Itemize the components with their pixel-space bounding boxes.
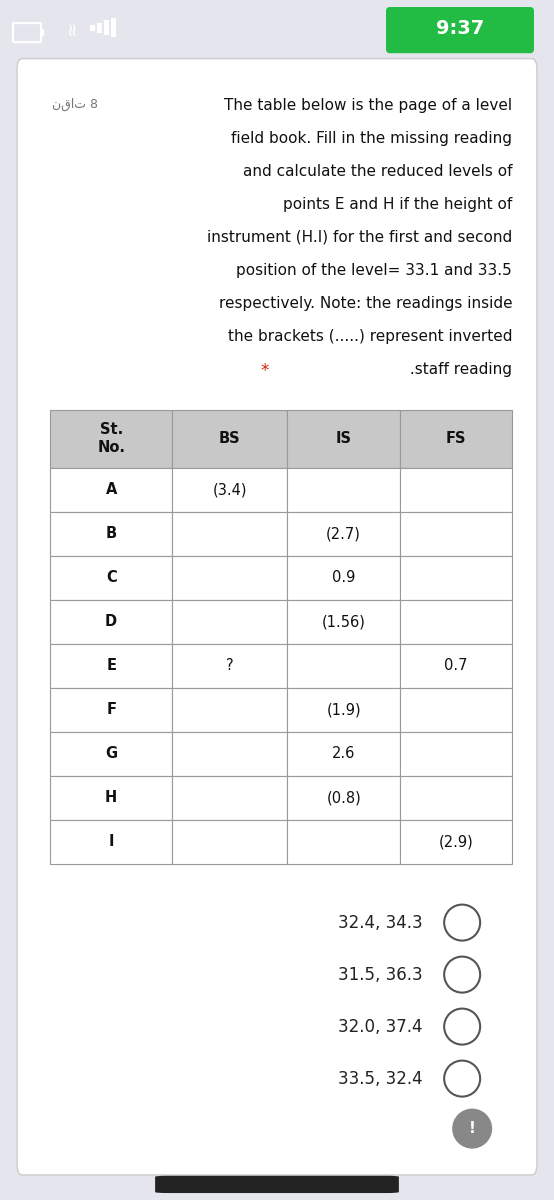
Ellipse shape [444,956,480,992]
Text: field book. Fill in the missing reading: field book. Fill in the missing reading [231,131,512,145]
Ellipse shape [444,905,480,941]
Ellipse shape [452,1109,492,1148]
Bar [172,511,287,556]
Text: 32.4, 34.3: 32.4, 34.3 [337,913,422,931]
Text: 32.0, 37.4: 32.0, 37.4 [337,1018,422,1036]
Text: (0.8): (0.8) [326,790,361,805]
Bar [90,25,95,31]
Text: G: G [105,746,117,761]
Bar [400,409,512,468]
Bar [287,556,400,600]
Text: .staff reading: .staff reading [405,361,512,377]
Bar [287,468,400,511]
Bar [287,409,400,468]
Text: (2.7): (2.7) [326,526,361,541]
Text: and calculate the reduced levels of: and calculate the reduced levels of [243,163,512,179]
Ellipse shape [444,1061,480,1097]
Bar [172,775,287,820]
Text: نقات 8: نقات 8 [52,97,98,110]
Bar [50,688,172,732]
Text: (3.4): (3.4) [212,482,247,497]
Bar [400,820,512,864]
Bar [50,511,172,556]
Bar [287,511,400,556]
FancyBboxPatch shape [17,59,537,1175]
Text: FS: FS [446,431,466,446]
Bar [400,556,512,600]
Bar [50,820,172,864]
Text: IS: IS [336,431,352,446]
Bar [172,468,287,511]
Bar [50,775,172,820]
Bar [111,18,116,37]
Text: 0.7: 0.7 [444,658,468,673]
Text: F: F [106,702,116,718]
Bar [287,820,400,864]
Bar [172,409,287,468]
Text: ?: ? [226,658,233,673]
Bar [400,688,512,732]
Bar [172,600,287,643]
Bar [287,732,400,775]
Text: !: ! [469,1121,475,1136]
Text: The table below is the page of a level: The table below is the page of a level [224,97,512,113]
Text: (1.9): (1.9) [326,702,361,718]
Text: BS: BS [219,431,240,446]
Text: ≈: ≈ [63,20,81,36]
Text: E: E [106,658,116,673]
Bar [287,775,400,820]
Bar [172,820,287,864]
FancyBboxPatch shape [386,7,534,53]
Bar [50,409,172,468]
Text: 31.5, 36.3: 31.5, 36.3 [337,966,422,984]
Bar [400,775,512,820]
Bar [400,511,512,556]
Bar [50,600,172,643]
Bar [287,688,400,732]
Text: 2.6: 2.6 [332,746,355,761]
Bar [287,643,400,688]
Text: D: D [105,614,117,629]
Bar [400,732,512,775]
Bar [104,20,109,35]
Text: position of the level= 33.1 and 33.5: position of the level= 33.1 and 33.5 [237,263,512,277]
Bar [50,556,172,600]
Bar [50,643,172,688]
Text: B: B [106,526,117,541]
Text: I: I [109,834,114,850]
Text: 0.9: 0.9 [332,570,355,586]
Text: points E and H if the height of: points E and H if the height of [283,197,512,211]
Text: (2.9): (2.9) [439,834,474,850]
Bar [400,643,512,688]
Bar [172,556,287,600]
Bar [172,688,287,732]
Bar [400,468,512,511]
Text: *: * [260,361,269,379]
Bar [287,600,400,643]
Bar [172,732,287,775]
Text: respectively. Note: the readings inside: respectively. Note: the readings inside [218,295,512,311]
Ellipse shape [444,1008,480,1044]
Bar [50,468,172,511]
Text: 9:37: 9:37 [436,19,484,37]
Text: St.
No.: St. No. [97,422,125,455]
Bar [50,732,172,775]
FancyBboxPatch shape [40,29,44,36]
Text: the brackets (.....) represent inverted: the brackets (.....) represent inverted [228,329,512,343]
Text: H: H [105,790,117,805]
FancyBboxPatch shape [155,1176,399,1193]
Text: A: A [105,482,117,497]
Bar [172,643,287,688]
Text: instrument (H.I) for the first and second: instrument (H.I) for the first and secon… [207,229,512,245]
Text: C: C [106,570,116,586]
Text: (1.56): (1.56) [322,614,366,629]
Bar [400,600,512,643]
Bar [97,23,102,34]
Text: 33.5, 32.4: 33.5, 32.4 [337,1069,422,1087]
